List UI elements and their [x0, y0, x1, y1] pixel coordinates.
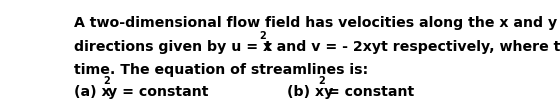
Text: 2: 2 [259, 31, 266, 41]
Text: A two-dimensional flow field has velocities along the x and y: A two-dimensional flow field has velocit… [74, 16, 558, 30]
Text: directions given by u = x: directions given by u = x [74, 40, 273, 54]
Text: y = constant: y = constant [108, 85, 209, 99]
Text: (a) x: (a) x [74, 85, 111, 99]
Text: (b) xy: (b) xy [287, 85, 333, 99]
Text: t and v = - 2xyt respectively, where t is: t and v = - 2xyt respectively, where t i… [265, 40, 560, 54]
Text: = constant: = constant [324, 85, 415, 99]
Text: 2: 2 [319, 76, 325, 86]
Text: 2: 2 [104, 76, 110, 86]
Text: time. The equation of streamlines is:: time. The equation of streamlines is: [74, 63, 368, 77]
